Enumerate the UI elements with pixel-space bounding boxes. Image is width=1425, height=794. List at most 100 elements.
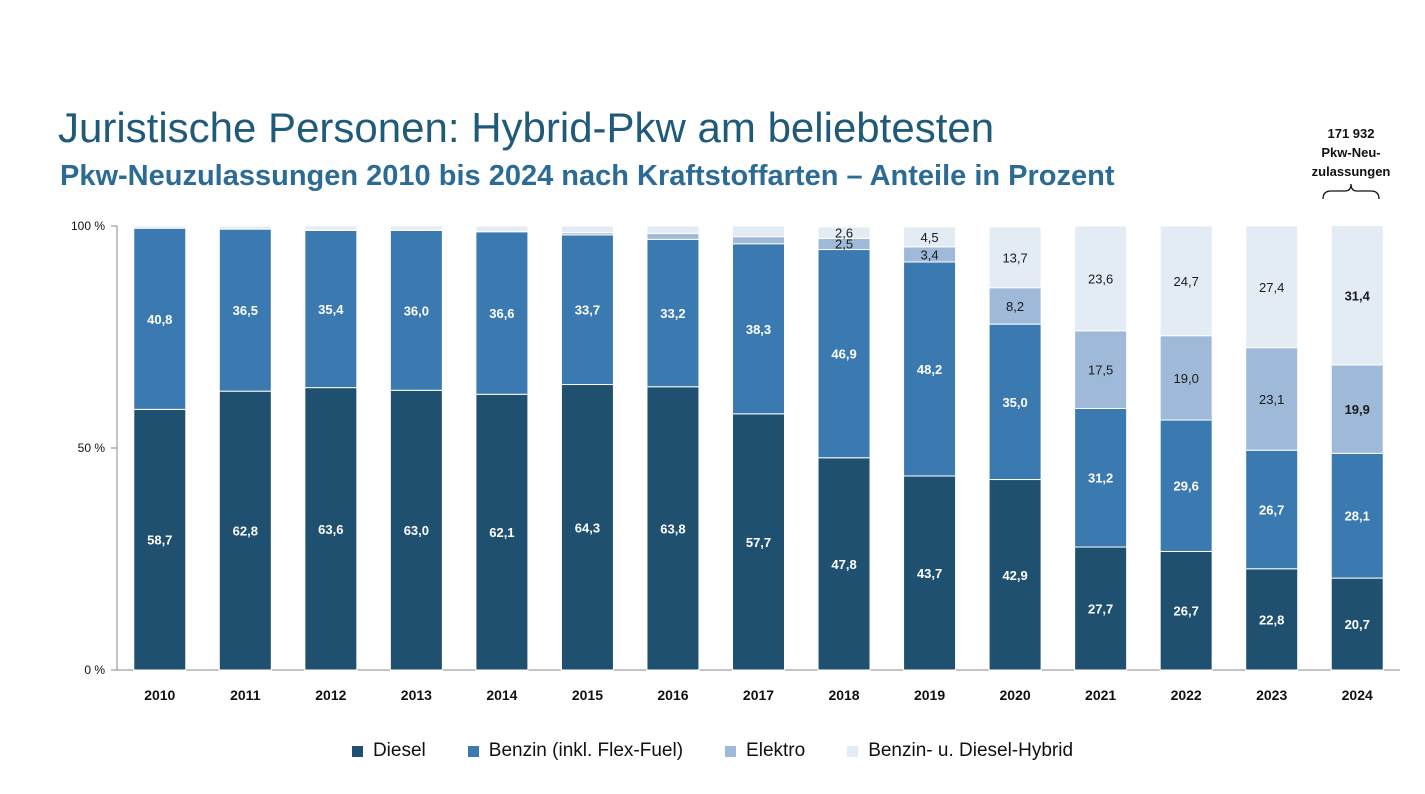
bar-segment [560,225,614,234]
data-label: 19,9 [1345,402,1370,417]
bar-segment [1074,225,1128,332]
bar-segment [1245,568,1299,671]
bar-segment [903,226,957,248]
callout-count: 171 932 [1327,126,1375,141]
x-tick-label: 2012 [315,687,346,703]
bar-segment [218,228,272,392]
bar-segment [389,389,443,671]
data-label: 22,8 [1259,612,1284,627]
data-label: 57,7 [746,535,771,550]
bar-segment [1330,577,1384,671]
x-tick-label: 2010 [144,687,175,703]
bar-segment [1330,225,1384,366]
chart-subtitle: Pkw-Neuzulassungen 2010 bis 2024 nach Kr… [60,160,1115,192]
bar-segment [304,387,358,671]
stacked-bar-chart: 0 % 50 % 100 % 58,7 40,8 2010 62,8 36,5 2011 63,6… [71,219,1400,703]
data-label: 43,7 [917,566,942,581]
data-label: 31,4 [1345,288,1371,303]
bar-segment [218,225,272,230]
data-label: 38,3 [746,322,771,337]
legend: Diesel Benzin (inkl. Flex-Fuel) Elektro … [0,740,1425,762]
data-label: 19,0 [1174,371,1199,386]
data-label: 63,0 [404,523,429,538]
data-label: 23,1 [1259,392,1284,407]
data-label: 58,7 [147,533,172,548]
data-label: 23,6 [1088,271,1113,286]
data-label: 24,7 [1174,274,1199,289]
x-tick-label: 2021 [1085,687,1116,703]
x-tick-label: 2011 [230,687,261,703]
data-label: 33,2 [660,306,685,321]
bar-segment [1330,452,1384,579]
bar-segment [218,390,272,671]
bar-segment [389,229,443,391]
bar-segment [732,236,785,245]
bar-segment [133,408,187,671]
data-label: 63,6 [318,522,343,537]
legend-swatch-hybrid [847,745,859,757]
data-label: 29,6 [1174,479,1199,494]
x-tick-label: 2014 [486,687,517,703]
bar-segment [646,238,700,388]
data-label: 42,9 [1002,568,1027,583]
bar-segment [1159,225,1213,337]
bar-segment [560,234,614,386]
bar-segment [817,226,871,239]
x-tick-label: 2020 [1000,687,1031,703]
callout-label-line1: Pkw-Neu- [1321,145,1381,160]
x-tick-label: 2019 [914,687,945,703]
data-label: 20,7 [1345,617,1370,632]
bar-segment [1245,225,1299,349]
legend-swatch-benzin [467,745,479,757]
bar-segment [817,457,871,671]
bar-segment [732,413,785,671]
x-tick-label: 2015 [572,687,603,703]
bar-segment [1074,330,1128,409]
data-label: 33,7 [575,303,600,318]
bar-segment [475,393,529,671]
bar-segment [988,479,1042,671]
x-tick-label: 2023 [1256,687,1287,703]
bar-segment [1159,550,1213,671]
legend-item-hybrid: Benzin- u. Diesel-Hybrid [847,740,1073,762]
legend-item-elektro: Elektro [725,740,805,762]
bar-segment [1245,449,1299,570]
x-tick-label: 2013 [401,687,432,703]
bar-segment [988,226,1042,289]
bar-segment [389,225,443,231]
legend-label-hybrid: Benzin- u. Diesel-Hybrid [868,740,1074,761]
legend-label-elektro: Elektro [746,740,806,761]
bar-segment [475,231,529,395]
bar-segment [988,323,1042,481]
x-tick-label: 2024 [1342,687,1373,703]
legend-item-diesel: Diesel [351,740,426,762]
bar-segment [1159,419,1213,552]
data-label: 28,1 [1345,509,1370,524]
legend-item-benzin: Benzin (inkl. Flex-Fuel) [467,740,683,762]
bar-segment [646,233,700,240]
legend-swatch-diesel [351,745,363,757]
data-label: 36,5 [233,303,258,318]
y-tick-label: 50 % [78,441,106,455]
data-label: 4,5 [921,230,939,245]
bar-segment [732,243,785,415]
y-tick-label: 100 % [71,219,105,233]
legend-label-diesel: Diesel [372,740,426,761]
data-label: 8,2 [1006,299,1024,314]
data-label: 13,7 [1002,250,1027,265]
data-label: 2,5 [835,237,853,252]
data-label: 35,0 [1002,395,1027,410]
data-label: 64,3 [575,520,600,535]
data-label: 63,8 [660,521,685,536]
data-label: 17,5 [1088,363,1113,378]
callout-label-line2: zulassungen [1311,164,1391,179]
data-label: 2,6 [835,225,853,240]
bar-segment [1330,364,1384,454]
bar-segment [1074,407,1128,548]
data-label: 62,8 [233,524,258,539]
data-label: 36,0 [404,303,429,318]
bar-segment [133,225,187,229]
x-tick-label: 2022 [1171,687,1202,703]
data-label: 3,4 [921,247,939,262]
bar-segment [817,249,871,459]
